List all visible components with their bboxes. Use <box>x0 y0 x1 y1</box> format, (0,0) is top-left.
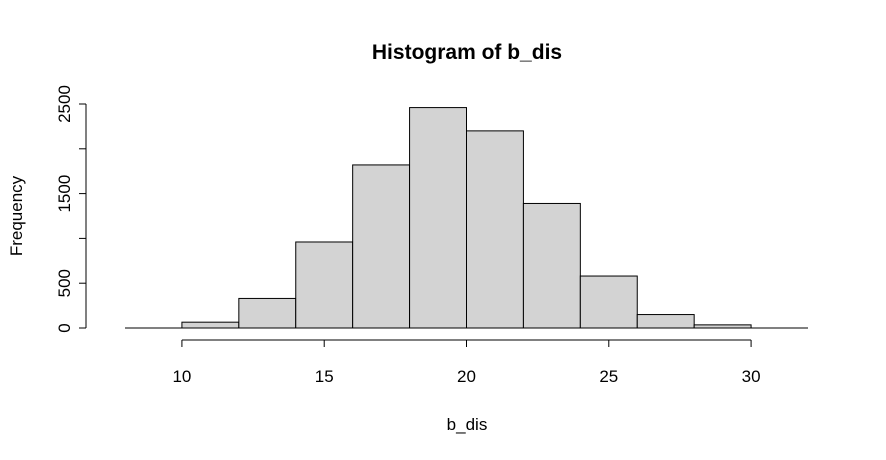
histogram-bar-4 <box>409 107 468 329</box>
histogram-bar-2 <box>295 241 354 329</box>
y-tick-label-3: 1500 <box>55 175 74 213</box>
x-tick-label-1: 15 <box>315 367 334 386</box>
x-tick-label-4: 30 <box>742 367 761 386</box>
x-tick-label-2: 20 <box>457 367 476 386</box>
y-tick-label-1: 500 <box>55 269 74 297</box>
histogram-bar-3 <box>352 164 411 329</box>
y-axis: 0 500 1500 2500 <box>55 85 87 333</box>
chart-title: Histogram of b_dis <box>372 41 562 64</box>
histogram-bar-0 <box>181 321 240 329</box>
y-axis-label: Frequency <box>7 175 26 256</box>
histogram-bar-7 <box>579 275 638 329</box>
x-tick-label-3: 25 <box>599 367 618 386</box>
histogram-bar-5 <box>466 130 524 329</box>
bars-group <box>125 107 808 329</box>
x-axis: 10 15 20 25 30 <box>172 339 761 386</box>
y-tick-label-0: 0 <box>55 323 74 332</box>
y-tick-label-5: 2500 <box>55 85 74 123</box>
histogram-bar-6 <box>522 202 581 329</box>
histogram-bar-8 <box>636 314 695 329</box>
x-axis-label: b_dis <box>447 415 488 434</box>
x-tick-label-0: 10 <box>172 367 191 386</box>
histogram-bar-1 <box>238 297 297 329</box>
